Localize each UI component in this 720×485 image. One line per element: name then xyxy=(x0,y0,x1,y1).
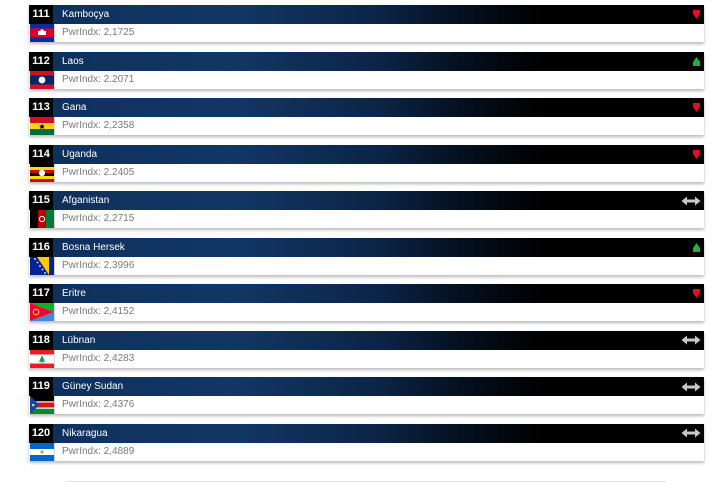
ranking-entry[interactable]: 119 Güney Sudan PwrIndx: 2,4376 xyxy=(29,377,704,414)
power-index: PwrIndx: 2.2405 xyxy=(62,166,135,178)
trend-same-icon xyxy=(675,331,701,350)
entry-header: 116 Bosna Hersek xyxy=(29,237,704,257)
entry-header: 115 Afganistan xyxy=(29,191,704,210)
rank-number: 118 xyxy=(29,330,53,350)
country-name: Lübnan xyxy=(62,334,96,346)
rank-number: 113 xyxy=(29,98,53,117)
trend-same-icon xyxy=(675,424,701,443)
entry-detail: PwrIndx: 2,1725 xyxy=(29,24,704,42)
ranking-entry[interactable]: 118 Lübnan PwrIndx: 2,4283 xyxy=(29,330,704,368)
entry-header: 120 Nikaragua xyxy=(29,423,704,443)
rank-number: 116 xyxy=(29,237,53,257)
lebanon-flag-icon xyxy=(30,349,54,368)
country-name: Laos xyxy=(62,55,84,67)
entry-header: 113 Gana xyxy=(29,98,704,117)
trend-down-icon xyxy=(675,98,701,117)
entry-detail: PwrIndx: 2,4376 xyxy=(29,396,704,414)
ranking-entry[interactable]: 111 Kamboçya PwrIndx: 2,1725 xyxy=(29,5,704,42)
power-index: PwrIndx: 2,4152 xyxy=(62,306,135,317)
country-name: Güney Sudan xyxy=(62,381,124,392)
entry-header: 119 Güney Sudan xyxy=(29,377,704,396)
country-name: Afganistan xyxy=(62,195,110,206)
rank-number: 114 xyxy=(29,144,53,164)
entry-detail: PwrIndx: 2.2405 xyxy=(29,163,704,182)
trend-down-icon xyxy=(675,145,701,164)
power-index: PwrIndx: 2,4376 xyxy=(62,399,135,410)
rank-number: 120 xyxy=(29,423,53,443)
country-name: Gana xyxy=(62,102,87,113)
entry-header: 118 Lübnan xyxy=(29,330,704,350)
nicaragua-flag-icon xyxy=(30,442,54,461)
entry-detail: PwrIndx: 2,3996 xyxy=(29,256,704,275)
rank-number: 111 xyxy=(29,5,53,24)
rank-number: 112 xyxy=(29,51,53,71)
south-sudan-flag-icon xyxy=(30,396,54,414)
uganda-flag-icon xyxy=(30,163,54,182)
power-index: PwrIndx: 2,2715 xyxy=(62,213,135,224)
bosnia-flag-icon xyxy=(30,256,54,275)
country-name: Kamboçya xyxy=(62,9,110,20)
entry-detail: PwrIndx: 2.2071 xyxy=(29,70,704,89)
entry-header: 112 Laos xyxy=(29,51,704,71)
power-index: PwrIndx: 2,1725 xyxy=(62,27,135,38)
ranking-entry[interactable]: 120 Nikaragua PwrIndx: 2,4889 xyxy=(29,423,704,461)
trend-same-icon xyxy=(675,191,701,210)
afghanistan-flag-icon xyxy=(30,210,54,228)
ranking-entry[interactable]: 112 Laos PwrIndx: 2.2071 xyxy=(29,51,704,89)
country-name: Uganda xyxy=(62,148,98,160)
trend-same-icon xyxy=(675,377,701,396)
ghana-flag-icon xyxy=(30,117,54,135)
footer-divider xyxy=(66,481,666,482)
ranking-entry[interactable]: 115 Afganistan PwrIndx: 2,2715 xyxy=(29,191,704,228)
eritrea-flag-icon xyxy=(30,303,54,321)
cambodia-flag-icon xyxy=(30,24,54,42)
laos-flag-icon xyxy=(30,70,54,89)
country-name: Nikaragua xyxy=(62,427,108,439)
entry-header: 114 Uganda xyxy=(29,144,704,164)
trend-down-icon xyxy=(675,5,701,24)
country-name: Bosna Hersek xyxy=(62,241,125,253)
power-index: PwrIndx: 2,4889 xyxy=(62,445,135,457)
rank-number: 117 xyxy=(29,284,53,303)
ranking-list: 111 Kamboçya PwrIndx: 2,1725 112 Laos xyxy=(29,5,704,470)
rank-number: 115 xyxy=(29,191,53,210)
ranking-entry[interactable]: 114 Uganda PwrIndx: 2.2405 xyxy=(29,144,704,182)
trend-up-icon xyxy=(675,52,701,71)
rank-number: 119 xyxy=(29,377,53,396)
entry-detail: PwrIndx: 2,4283 xyxy=(29,349,704,368)
ranking-entry[interactable]: 117 Eritre PwrIndx: 2,4152 xyxy=(29,284,704,321)
power-index: PwrIndx: 2,2358 xyxy=(62,120,135,131)
trend-down-icon xyxy=(675,284,701,303)
entry-detail: PwrIndx: 2,4889 xyxy=(29,442,704,461)
entry-header: 111 Kamboçya xyxy=(29,5,704,24)
ranking-entry[interactable]: 113 Gana PwrIndx: 2,2358 xyxy=(29,98,704,135)
entry-detail: PwrIndx: 2,2715 xyxy=(29,210,704,228)
entry-detail: PwrIndx: 2,4152 xyxy=(29,303,704,321)
entry-detail: PwrIndx: 2,2358 xyxy=(29,117,704,135)
entry-header: 117 Eritre xyxy=(29,284,704,303)
ranking-entry[interactable]: 116 Bosna Hersek PwrIndx: 2,3996 xyxy=(29,237,704,275)
power-index: PwrIndx: 2.2071 xyxy=(62,73,135,85)
power-index: PwrIndx: 2,4283 xyxy=(62,352,135,364)
trend-up-icon xyxy=(675,238,701,257)
power-index: PwrIndx: 2,3996 xyxy=(62,259,135,271)
country-name: Eritre xyxy=(62,288,86,299)
